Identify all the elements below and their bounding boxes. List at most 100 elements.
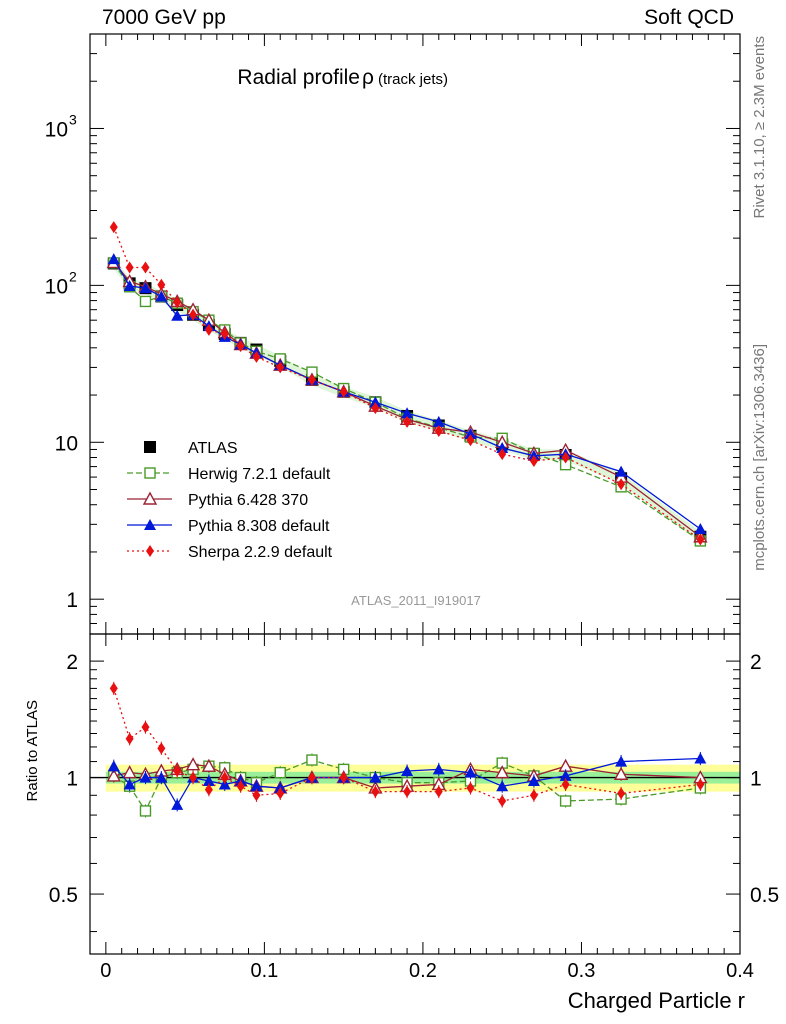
legend-marker bbox=[142, 491, 158, 505]
ratio-point bbox=[496, 780, 509, 792]
x-tick-label: 0.4 bbox=[726, 960, 754, 982]
ratio-point bbox=[141, 721, 150, 734]
ratio-series-3 bbox=[109, 681, 705, 808]
analysis-watermark: ATLAS_2011_I919017 bbox=[351, 593, 481, 608]
series-point bbox=[371, 402, 380, 415]
y-tick-label: 1 bbox=[66, 589, 78, 612]
ratio-point bbox=[615, 755, 628, 767]
ratio-plot-frame bbox=[89, 633, 741, 955]
rivet-version-label: Rivet 3.1.10, ≥ 2.3M events bbox=[751, 36, 768, 219]
y-tick-exponent: 2 bbox=[69, 268, 77, 284]
series-point bbox=[466, 434, 475, 447]
x-tick-label: 0 bbox=[100, 960, 111, 982]
series-point bbox=[561, 451, 570, 464]
series-point bbox=[189, 308, 198, 321]
series-point bbox=[307, 373, 316, 386]
series-point bbox=[498, 448, 507, 461]
mcplots-label: mcplots.cern.ch [arXiv:1306.3436] bbox=[751, 344, 768, 571]
legend-label: ATLAS bbox=[188, 440, 238, 457]
ratio-point bbox=[432, 763, 445, 775]
ratio-line bbox=[113, 757, 701, 807]
ratio-point bbox=[403, 785, 412, 798]
series-point bbox=[173, 296, 182, 309]
series-point bbox=[139, 282, 152, 294]
ratio-point bbox=[155, 771, 168, 783]
legend-label: Sherpa 2.2.9 default bbox=[188, 544, 333, 561]
legend-marker bbox=[144, 467, 156, 479]
ratio-point bbox=[339, 771, 348, 784]
ratio-point bbox=[371, 785, 380, 798]
ratio-point bbox=[202, 774, 215, 786]
series-point bbox=[617, 478, 626, 491]
ratio-y-axis-label: Ratio to ATLAS bbox=[24, 700, 41, 801]
x-tick-label: 0.3 bbox=[568, 960, 596, 982]
series-point bbox=[615, 465, 628, 477]
ratio-point bbox=[694, 752, 707, 764]
ratio-point bbox=[559, 795, 572, 807]
page-header-left: 7000 GeV pp bbox=[102, 6, 226, 29]
ratio-point bbox=[106, 768, 121, 782]
ratio-point bbox=[250, 780, 263, 792]
ratio-point bbox=[157, 742, 166, 755]
series-point bbox=[220, 327, 229, 340]
series-point bbox=[369, 396, 382, 408]
ratio-point bbox=[189, 771, 198, 784]
ratio-series-2 bbox=[107, 751, 707, 812]
ratio-point bbox=[123, 778, 136, 790]
ratio-point bbox=[109, 682, 118, 695]
legend-label: Herwig 7.2.1 default bbox=[188, 466, 331, 483]
series-point bbox=[401, 407, 414, 419]
series-point bbox=[434, 425, 443, 438]
ratio-point bbox=[464, 766, 477, 778]
y-tick-label: 10 bbox=[45, 118, 68, 141]
ratio-point bbox=[274, 766, 286, 779]
chart-title: Radial profile bbox=[237, 66, 360, 89]
legend-label: Pythia 6.428 370 bbox=[188, 492, 308, 509]
series-point bbox=[107, 253, 120, 265]
legend-marker bbox=[144, 519, 156, 530]
ratio-point bbox=[173, 764, 182, 777]
ratio-point bbox=[107, 760, 120, 772]
series-line bbox=[113, 262, 701, 542]
ratio-point bbox=[125, 732, 134, 745]
chart-title-suffix: (track jets) bbox=[378, 71, 448, 88]
legend-entry-1: Herwig 7.2.1 default bbox=[127, 466, 331, 483]
ratio-point bbox=[495, 765, 510, 779]
series-point bbox=[171, 309, 184, 321]
page-header-right: Soft QCD bbox=[644, 6, 734, 29]
series-point bbox=[496, 441, 509, 453]
ratio-y-tick-label-right: 2 bbox=[750, 651, 762, 674]
series-point bbox=[123, 280, 136, 292]
x-axis-label: Charged Particle r bbox=[568, 988, 745, 1013]
ratio-point bbox=[139, 771, 152, 783]
ratio-point bbox=[220, 771, 229, 784]
y-tick-label: 10 bbox=[55, 432, 78, 455]
series-point bbox=[464, 427, 477, 439]
ratio-point bbox=[201, 758, 217, 772]
ratio-y-tick-label-right: 0.5 bbox=[750, 884, 779, 907]
series-line bbox=[113, 226, 701, 541]
ratio-y-tick-label: 1 bbox=[66, 768, 78, 791]
ratio-point bbox=[613, 766, 629, 780]
series-line bbox=[113, 258, 701, 530]
series-point bbox=[157, 278, 166, 291]
legend-label: Pythia 8.308 default bbox=[188, 518, 330, 535]
ratio-point bbox=[401, 764, 414, 776]
legend-marker bbox=[146, 545, 154, 557]
ratio-point bbox=[276, 787, 285, 800]
ratio-point bbox=[434, 785, 443, 798]
series-4 bbox=[109, 221, 705, 546]
legend-entry-4: Sherpa 2.2.9 default bbox=[127, 544, 333, 561]
legend-entry-3: Pythia 8.308 default bbox=[127, 518, 330, 535]
ratio-y-tick-label: 0.5 bbox=[49, 884, 78, 907]
ratio-point bbox=[529, 789, 538, 802]
series-point bbox=[155, 290, 168, 302]
series-point bbox=[529, 454, 538, 467]
ratio-point bbox=[139, 805, 152, 817]
ratio-point bbox=[466, 781, 475, 794]
x-tick-label: 0.2 bbox=[409, 960, 437, 982]
ratio-point bbox=[527, 774, 540, 786]
series-point bbox=[276, 361, 285, 374]
ratio-point bbox=[369, 771, 382, 783]
